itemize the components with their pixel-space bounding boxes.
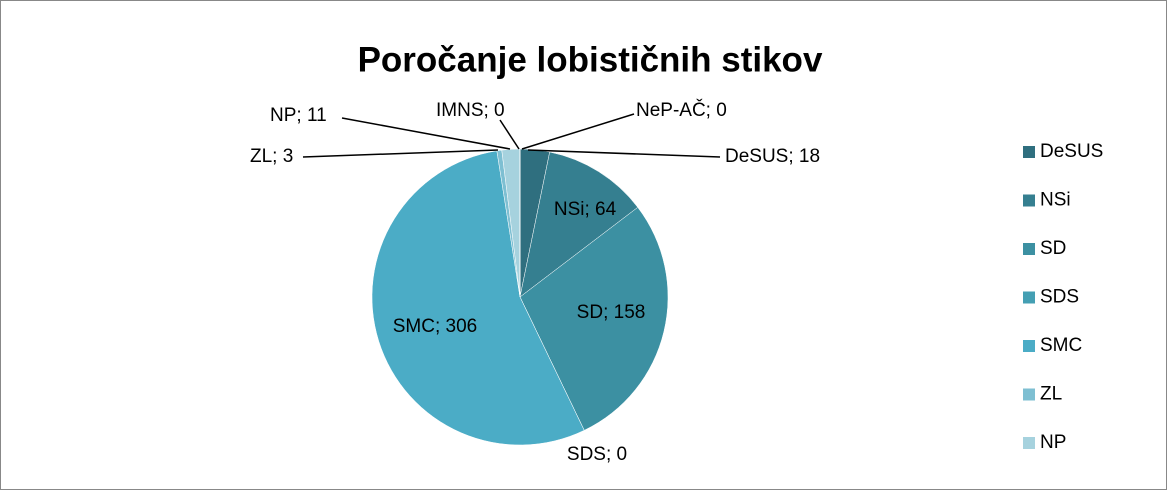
legend-swatch [1023, 437, 1035, 449]
pie-slice [519, 206, 669, 431]
leader-line [302, 149, 499, 158]
leader-line [341, 117, 511, 150]
legend-swatch [1023, 243, 1035, 255]
data-label: NSi; 64 [554, 199, 617, 220]
pie-slice [519, 151, 639, 298]
pie-slice [371, 150, 585, 446]
data-label: NP; 11 [270, 105, 327, 126]
data-label: ZL; 3 [250, 146, 293, 167]
data-label: DeSUS; 18 [725, 146, 820, 167]
data-label: NeP-AČ; 0 [636, 99, 727, 121]
data-label: SDS; 0 [567, 444, 627, 465]
legend-label: ZL [1040, 384, 1062, 405]
legend-label: NSi [1040, 190, 1071, 211]
legend-swatch [1023, 388, 1035, 401]
leader-line [499, 119, 520, 150]
data-label: SMC; 306 [393, 316, 477, 337]
chart-title: Poročanje lobističnih stikov [358, 40, 823, 79]
legend-swatch [1023, 194, 1035, 207]
leader-line [527, 149, 721, 158]
leader-line [521, 113, 635, 150]
legend-label: SMC [1040, 335, 1082, 356]
legend-swatch [1023, 146, 1035, 158]
legend-swatch [1023, 291, 1035, 304]
data-label: IMNS; 0 [436, 100, 505, 121]
legend-swatch [1023, 340, 1035, 352]
legend-label: NP [1040, 432, 1066, 453]
data-label: SD; 158 [577, 302, 646, 323]
legend-label: SD [1040, 238, 1066, 259]
legend-label: DeSUS [1040, 141, 1103, 162]
legend-label: SDS [1040, 287, 1079, 308]
